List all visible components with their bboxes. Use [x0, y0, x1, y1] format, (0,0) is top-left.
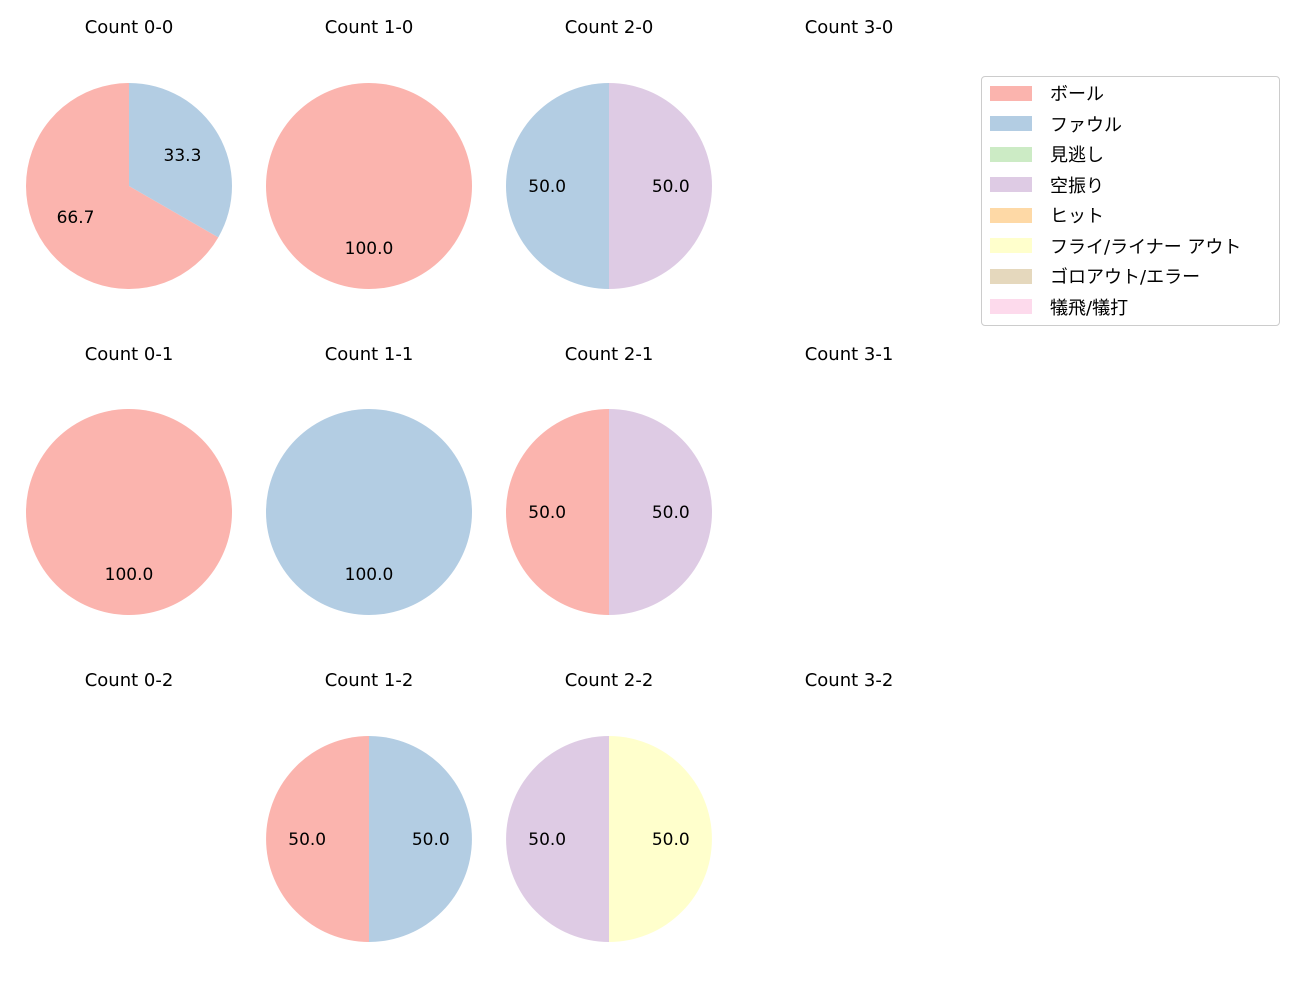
pie-slice-label: 50.0	[652, 503, 690, 523]
legend-swatch	[990, 85, 1032, 101]
legend-item: ファウル	[990, 112, 1122, 136]
legend-label: フライ/ライナー アウト	[1050, 236, 1242, 258]
pie-slice	[266, 83, 472, 289]
pie-chart: 50.0 50.0	[266, 736, 472, 942]
pie-slice	[266, 409, 472, 615]
pie-chart: 50.0 50.0	[506, 736, 712, 942]
legend-label: ヒット	[1050, 206, 1104, 227]
legend-label: 犠飛/犠打	[1050, 297, 1129, 319]
legend-label: ファウル	[1050, 114, 1122, 136]
subplot-title-count-0-0: Count 0-0	[84, 17, 174, 38]
pie-slice-label: 50.0	[528, 503, 566, 523]
subplot-title-count-2-0: Count 2-0	[564, 17, 654, 38]
legend-item: ボール	[990, 81, 1104, 105]
pie-slice-label: 50.0	[528, 830, 566, 850]
pie-slice	[609, 83, 712, 289]
legend-item: ヒット	[990, 203, 1104, 227]
pie-slice-label: 33.3	[164, 146, 202, 166]
subplot-title-count-1-2: Count 1-2	[324, 670, 414, 691]
subplot-title-count-1-1: Count 1-1	[324, 344, 414, 365]
subplot-title-count-0-2: Count 0-2	[84, 670, 174, 691]
legend-label: ボール	[1050, 84, 1104, 105]
pie-slice	[129, 83, 233, 238]
legend-item: 見逃し	[990, 142, 1104, 166]
pie-chart: 100.0	[266, 409, 472, 615]
subplot-title-count-3-2: Count 3-2	[804, 670, 894, 691]
pie-slice-label: 50.0	[412, 830, 450, 850]
subplot-title-count-2-1: Count 2-1	[564, 344, 654, 365]
pie-slice-label: 66.7	[57, 208, 95, 228]
pie-slice	[369, 736, 472, 942]
legend-swatch	[990, 299, 1032, 314]
pie-slice	[266, 736, 369, 942]
legend-swatch	[990, 146, 1032, 162]
pie-slice	[609, 409, 712, 615]
legend-item: ゴロアウト/エラー	[990, 264, 1200, 288]
pie-chart: 100.0	[26, 409, 232, 615]
pie-slice	[26, 409, 232, 615]
pie-slice	[506, 736, 609, 942]
pie-slice-label: 50.0	[528, 177, 566, 197]
legend-swatch	[990, 116, 1032, 131]
subplot-title-count-0-1: Count 0-1	[84, 344, 174, 365]
subplot-title-count-1-0: Count 1-0	[324, 17, 414, 38]
pie-slice-label: 100.0	[345, 239, 394, 259]
legend-label: ゴロアウト/エラー	[1050, 267, 1201, 288]
legend-item: 空振り	[990, 173, 1104, 197]
legend-swatch	[990, 207, 1032, 223]
pie-slice-label: 50.0	[652, 177, 690, 197]
legend-item: 犠飛/犠打	[990, 295, 1128, 319]
pie-slice	[26, 83, 219, 289]
subplot-title-count-3-0: Count 3-0	[804, 17, 894, 38]
legend: ボールファウル見逃し空振りヒットフライ/ライナー アウト ゴロアウト/エラー 犠飛/…	[981, 76, 1280, 326]
pie-chart: 50.0 50.0	[506, 83, 712, 289]
pie-chart: 100.0	[266, 83, 472, 289]
pie-slice-label: 50.0	[288, 830, 326, 850]
legend-label: 空振り	[1050, 175, 1104, 197]
pie-chart: 50.0 50.0	[506, 409, 712, 615]
pie-slice	[506, 83, 609, 289]
pie-chart: 66.7 33.3	[26, 83, 233, 289]
subplot-title-count-3-1: Count 3-1	[804, 344, 894, 365]
legend-swatch	[990, 238, 1032, 253]
pie-slice	[506, 409, 609, 615]
legend-swatch	[990, 268, 1032, 284]
legend-swatch	[990, 177, 1032, 192]
pie-slice-label: 100.0	[345, 565, 394, 585]
pie-slice-label: 50.0	[652, 830, 690, 850]
legend-item: フライ/ライナー アウト	[990, 234, 1241, 258]
pie-slice-label: 100.0	[105, 565, 154, 585]
pie-slice	[609, 736, 712, 942]
subplot-title-count-2-2: Count 2-2	[564, 670, 654, 691]
legend-label: 見逃し	[1050, 145, 1104, 166]
